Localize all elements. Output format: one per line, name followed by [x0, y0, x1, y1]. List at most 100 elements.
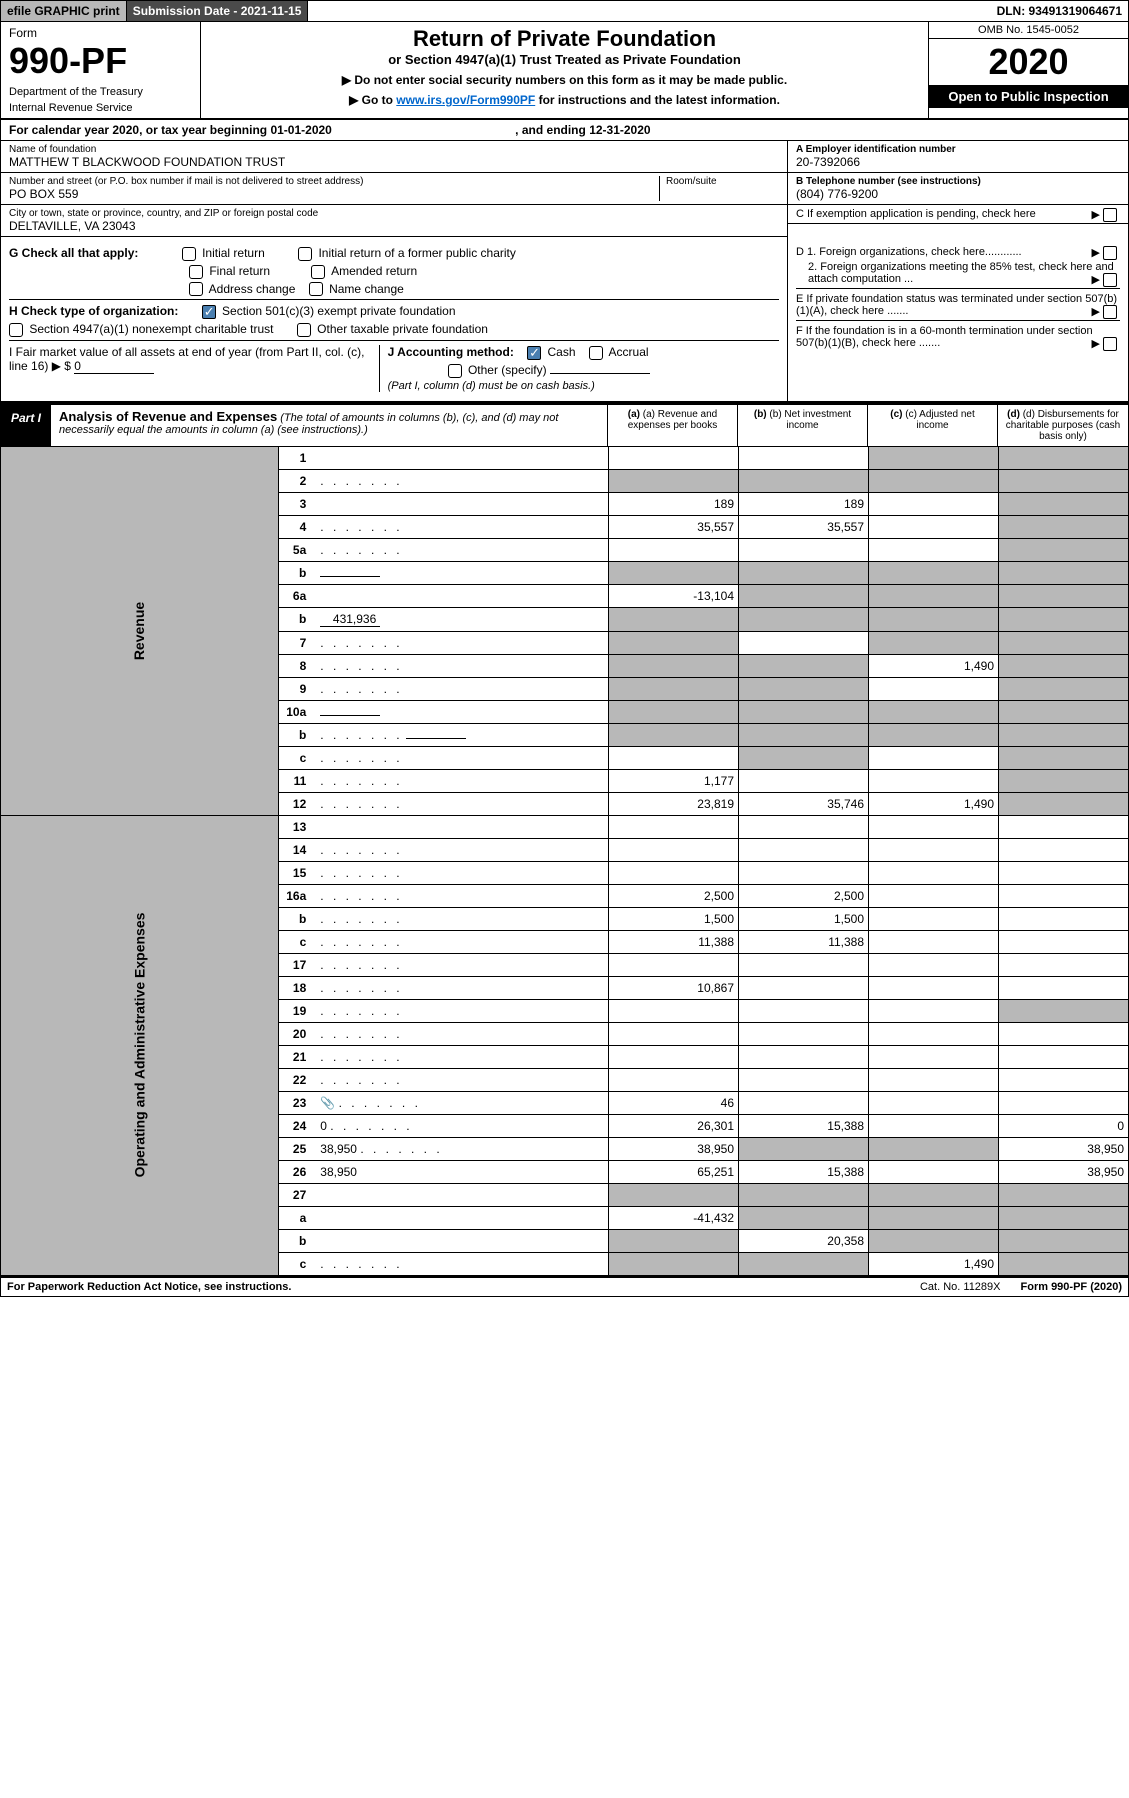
- part1-header: Part I Analysis of Revenue and Expenses …: [0, 403, 1129, 447]
- g-initial-former-checkbox[interactable]: [298, 247, 312, 261]
- cell-a: [609, 746, 739, 769]
- cell-d: [999, 1091, 1129, 1114]
- h-4947-checkbox[interactable]: [9, 323, 23, 337]
- efile-label: efile GRAPHIC print: [1, 1, 127, 21]
- line-number: 25: [278, 1137, 314, 1160]
- line-desc: . . . . . . .: [314, 631, 608, 654]
- d2-row: 2. Foreign organizations meeting the 85%…: [796, 261, 1120, 285]
- col-c-head: (c) (c) Adjusted net income: [868, 405, 998, 446]
- cell-b: [739, 1206, 869, 1229]
- cell-c: 1,490: [869, 654, 999, 677]
- cell-c: [869, 1229, 999, 1252]
- j-cash-checkbox[interactable]: [527, 346, 541, 360]
- g-address-checkbox[interactable]: [189, 282, 203, 296]
- line-number: 20: [278, 1022, 314, 1045]
- cell-d: [999, 584, 1129, 607]
- line-desc: [314, 1229, 608, 1252]
- line-desc: [314, 447, 608, 470]
- d1-checkbox[interactable]: [1103, 246, 1117, 260]
- irs-link[interactable]: www.irs.gov/Form990PF: [396, 93, 535, 107]
- line-desc: 0 . . . . . . .: [314, 1114, 608, 1137]
- cell-a: -13,104: [609, 584, 739, 607]
- line-desc: . . . . . . .: [314, 469, 608, 492]
- cell-c: [869, 538, 999, 561]
- cell-b: [739, 769, 869, 792]
- h-501c3-checkbox[interactable]: [202, 305, 216, 319]
- d2-checkbox[interactable]: [1103, 273, 1117, 287]
- d1-row: D 1. Foreign organizations, check here..…: [796, 246, 1120, 258]
- form-header: Form 990-PF Department of the Treasury I…: [0, 22, 1129, 120]
- g-final-checkbox[interactable]: [189, 265, 203, 279]
- e-checkbox[interactable]: [1103, 305, 1117, 319]
- line-desc: . . . . . . .: [314, 654, 608, 677]
- exemption-pending-row: C If exemption application is pending, c…: [788, 205, 1128, 224]
- g-name-checkbox[interactable]: [309, 282, 323, 296]
- cell-b: [739, 1045, 869, 1068]
- irs: Internal Revenue Service: [9, 102, 192, 114]
- cell-d: [999, 838, 1129, 861]
- cell-a: [609, 1229, 739, 1252]
- cell-a: [609, 631, 739, 654]
- g-row: G Check all that apply: Initial return I…: [9, 246, 779, 261]
- h-other-checkbox[interactable]: [297, 323, 311, 337]
- j-other-checkbox[interactable]: [448, 364, 462, 378]
- cell-d: [999, 1183, 1129, 1206]
- cell-a: [609, 999, 739, 1022]
- cell-a: [609, 953, 739, 976]
- cell-b: [739, 700, 869, 723]
- cell-c: [869, 677, 999, 700]
- cell-b: [739, 538, 869, 561]
- line-number: b: [278, 1229, 314, 1252]
- cell-d: [999, 792, 1129, 815]
- line-desc: [314, 492, 608, 515]
- cell-d: [999, 769, 1129, 792]
- cat-no: Cat. No. 11289X: [920, 1281, 1001, 1293]
- cell-d: 38,950: [999, 1137, 1129, 1160]
- cell-c: [869, 815, 999, 838]
- form-ref: Form 990-PF (2020): [1021, 1281, 1123, 1293]
- cell-d: [999, 930, 1129, 953]
- line-desc: . . . . . . .: [314, 999, 608, 1022]
- cell-d: 0: [999, 1114, 1129, 1137]
- line-number: c: [278, 1252, 314, 1275]
- cell-b: [739, 1091, 869, 1114]
- cell-c: [869, 999, 999, 1022]
- cell-b: 2,500: [739, 884, 869, 907]
- line-desc: . . . . . . .: [314, 515, 608, 538]
- f-checkbox[interactable]: [1103, 337, 1117, 351]
- line-desc: [314, 584, 608, 607]
- cell-b: [739, 631, 869, 654]
- line-desc: . . . . . . .: [314, 884, 608, 907]
- cell-c: [869, 746, 999, 769]
- cell-c: [869, 584, 999, 607]
- cell-c: [869, 861, 999, 884]
- cell-c: [869, 907, 999, 930]
- g-initial-checkbox[interactable]: [182, 247, 196, 261]
- cell-d: [999, 723, 1129, 746]
- cell-a: [609, 561, 739, 584]
- line-desc: . . . . . . .: [314, 677, 608, 700]
- pending-checkbox[interactable]: [1103, 208, 1117, 222]
- foundation-name-row: Name of foundation MATTHEW T BLACKWOOD F…: [1, 141, 787, 173]
- cell-b: [739, 999, 869, 1022]
- identity-block: Name of foundation MATTHEW T BLACKWOOD F…: [0, 141, 1129, 237]
- cell-c: [869, 723, 999, 746]
- cell-a: 38,950: [609, 1137, 739, 1160]
- line-number: 5a: [278, 538, 314, 561]
- cell-d: [999, 447, 1129, 470]
- col-a-head: (a) (a) Revenue and expenses per books: [608, 405, 738, 446]
- note-link: ▶ Go to www.irs.gov/Form990PF for instru…: [209, 93, 920, 107]
- line-desc: [314, 1206, 608, 1229]
- e-row: E If private foundation status was termi…: [796, 288, 1120, 317]
- f-row: F If the foundation is in a 60-month ter…: [796, 320, 1120, 349]
- j-accrual-checkbox[interactable]: [589, 346, 603, 360]
- g-amended-checkbox[interactable]: [311, 265, 325, 279]
- telephone-row: B Telephone number (see instructions) (8…: [788, 173, 1128, 205]
- line-desc: . . . . . . .: [314, 907, 608, 930]
- cell-b: [739, 1137, 869, 1160]
- form-title: Return of Private Foundation: [209, 26, 920, 52]
- cell-a: [609, 538, 739, 561]
- cell-c: [869, 1206, 999, 1229]
- line-number: b: [278, 561, 314, 584]
- cell-b: [739, 1183, 869, 1206]
